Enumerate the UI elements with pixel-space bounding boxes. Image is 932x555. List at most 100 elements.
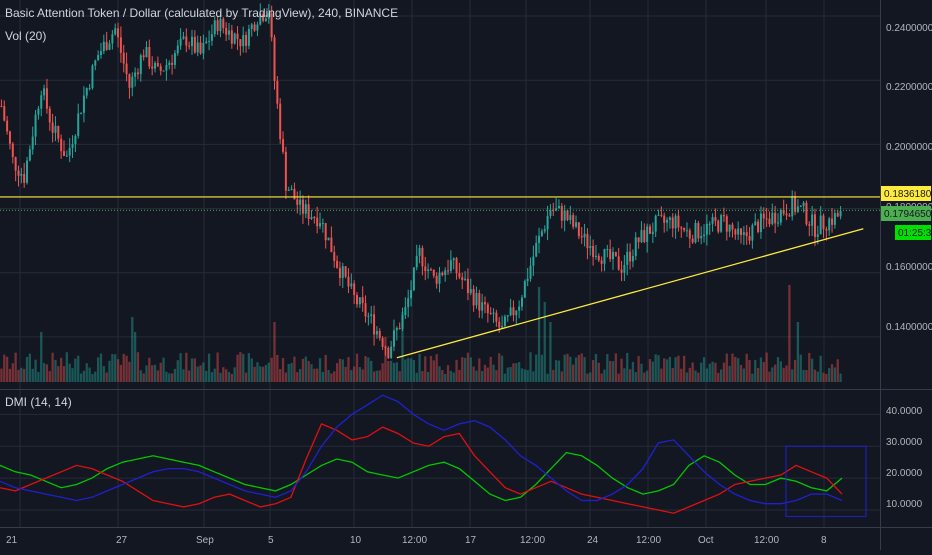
volume-bar	[606, 354, 609, 382]
volume-bar	[734, 356, 737, 382]
volume-bar	[219, 372, 222, 382]
candle-body	[740, 228, 743, 235]
volume-bar	[705, 368, 709, 382]
candle-body	[128, 74, 131, 88]
dmi-tick-label: 10.0000	[886, 499, 923, 510]
candle-body	[646, 226, 649, 242]
candle-body	[831, 218, 834, 225]
candle-body	[503, 316, 506, 326]
candle-body	[364, 303, 367, 317]
candle-body	[210, 34, 213, 41]
volume-bar	[557, 360, 561, 382]
candle-body	[429, 269, 432, 271]
candle-body	[401, 314, 404, 329]
volume-bar	[822, 372, 825, 382]
candle-body	[518, 306, 521, 311]
candle-body	[358, 297, 361, 305]
candle-body	[631, 255, 634, 262]
countdown-label: 01:25:36	[898, 228, 932, 239]
volume-bar	[802, 369, 805, 382]
volume-bar	[421, 371, 424, 382]
candle-body	[648, 226, 651, 234]
candle-body	[125, 63, 128, 75]
volume-bar	[444, 373, 447, 382]
volume-bar	[785, 365, 788, 382]
candle-body	[577, 222, 580, 237]
candle-body	[179, 38, 182, 46]
candle-body	[99, 51, 102, 55]
candle-body	[136, 72, 139, 75]
candle-body	[142, 55, 145, 58]
volume-bar	[170, 373, 174, 382]
volume-bar	[583, 357, 586, 382]
volume-bar	[540, 354, 544, 382]
candle-body	[609, 249, 612, 260]
volume-bar	[358, 367, 361, 382]
candle-body	[432, 269, 435, 276]
candle-body	[543, 229, 546, 232]
candle-body	[418, 247, 421, 256]
candle-body	[171, 62, 174, 65]
candle-body	[375, 331, 378, 335]
volume-bar	[728, 365, 731, 382]
volume-bar	[74, 358, 77, 382]
candle-body	[381, 337, 384, 347]
volume-bar	[173, 368, 177, 382]
volume-bar	[148, 357, 151, 382]
volume-bar	[330, 373, 333, 382]
candle-body	[836, 213, 839, 217]
volume-bar	[193, 358, 196, 382]
candle-body	[811, 214, 814, 226]
candle-body	[256, 24, 259, 31]
candle-body	[486, 304, 489, 314]
volume-bar	[77, 355, 80, 382]
chart-title[interactable]: Basic Attention Token / Dollar (calculat…	[5, 6, 399, 20]
volume-bar	[99, 353, 103, 382]
candle-body	[284, 151, 287, 191]
volume-bar	[168, 373, 171, 382]
candle-body	[31, 136, 34, 150]
volume-bar	[82, 370, 86, 382]
volume-bar	[239, 352, 242, 382]
time-axis[interactable]: 21 27 Sep 5 10 12:00 17 12:00 24 12:00 O…	[6, 535, 827, 546]
candle-body	[575, 222, 578, 227]
candle-body	[475, 293, 478, 306]
candle-body	[219, 18, 222, 32]
volume-legend[interactable]: Vol (20)	[5, 29, 47, 43]
candle-body	[330, 237, 333, 253]
candle-body	[782, 209, 785, 214]
candle-body	[310, 217, 313, 220]
volume-bar	[176, 360, 179, 382]
dmi-legend[interactable]: DMI (14, 14)	[5, 395, 72, 409]
volume-bar	[458, 369, 461, 382]
volume-bar	[424, 356, 427, 382]
candle-body	[410, 290, 413, 299]
candle-body	[586, 233, 589, 249]
candle-body	[6, 120, 9, 132]
volume-bar	[128, 361, 131, 382]
dmi-axis[interactable]: 40.0000 30.0000 20.0000 10.0000	[886, 406, 923, 510]
candle-body	[48, 108, 51, 123]
volume-bar	[754, 359, 757, 382]
volume-bar	[719, 369, 723, 382]
volume-bar	[188, 370, 191, 382]
candle-body	[85, 88, 88, 96]
volume-bar	[776, 357, 780, 382]
volume-bar	[378, 370, 381, 382]
volume-bar	[57, 366, 60, 382]
volume-bar	[256, 362, 259, 382]
candle-body	[711, 217, 714, 224]
dmi-lines	[0, 394, 867, 517]
volume-bar	[364, 356, 367, 382]
volume-bar	[102, 366, 105, 382]
candle-body	[663, 215, 666, 223]
candle-body	[788, 215, 791, 217]
candle-body	[156, 62, 159, 67]
volume-bar	[623, 368, 626, 382]
volume-bar	[375, 370, 379, 382]
price-candles[interactable]	[0, 3, 842, 360]
